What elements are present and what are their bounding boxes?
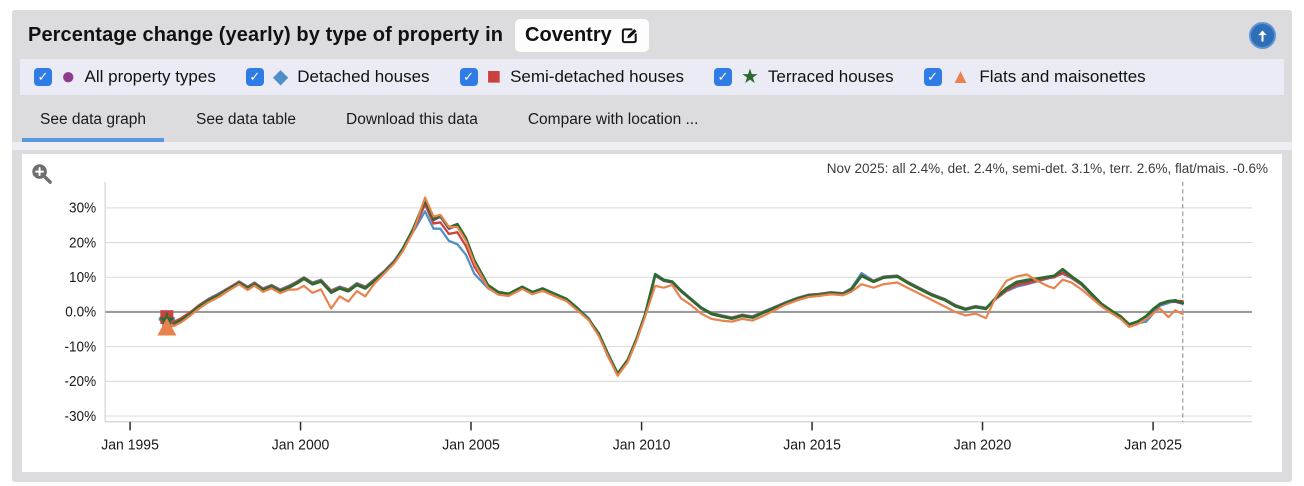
- legend-item-detached-houses[interactable]: ◆ Detached houses: [245, 66, 430, 88]
- location-name: Coventry: [525, 24, 612, 46]
- tab-download-this-data[interactable]: Download this data: [346, 111, 478, 128]
- triangle-marker-icon: ▲: [950, 66, 971, 88]
- svg-text:20%: 20%: [69, 234, 96, 250]
- legend-item-all-property-types[interactable]: ● All property types: [34, 63, 216, 90]
- zoom-in-icon[interactable]: [30, 162, 53, 185]
- legend-label-flats-and-maisonettes: Flats and maisonettes: [979, 67, 1146, 86]
- svg-text:10%: 10%: [69, 269, 96, 285]
- tab-see-data-graph[interactable]: See data graph: [22, 99, 165, 142]
- svg-text:-20%: -20%: [65, 373, 97, 389]
- legend-label-all-property-types: All property types: [84, 67, 216, 86]
- svg-text:Jan 1995: Jan 1995: [101, 437, 159, 453]
- square-marker-icon: ■: [486, 63, 502, 90]
- tab-compare-with-location[interactable]: Compare with location ...: [527, 111, 699, 128]
- up-arrow-icon: [1258, 30, 1267, 42]
- checkbox-terraced-houses-icon[interactable]: [713, 68, 732, 86]
- tab-bar-bottom-strip: [12, 142, 1292, 150]
- title-bar: Percentage change (yearly) by type of pr…: [12, 10, 1292, 59]
- circle-marker-icon: ●: [61, 63, 76, 90]
- legend-label-detached-houses: Detached houses: [297, 67, 430, 86]
- legend-label-terraced-houses: Terraced houses: [767, 67, 894, 86]
- svg-text:Jan 2015: Jan 2015: [783, 437, 841, 453]
- svg-text:30%: 30%: [69, 199, 96, 215]
- star-marker-icon: ★: [740, 66, 759, 88]
- svg-text:Jan 2000: Jan 2000: [272, 437, 330, 453]
- price-change-line-chart[interactable]: 30% 20% 10% 0.0% -10% -20% -30%Jan 1995 Jan 200…: [22, 154, 1282, 472]
- edit-location-icon: [621, 28, 637, 44]
- series-legend: ● All property types ◆ Detached houses ■…: [20, 59, 1284, 95]
- svg-text:Jan 2005: Jan 2005: [442, 437, 500, 453]
- svg-text:0.0%: 0.0%: [65, 303, 96, 319]
- tab-bar: See data graph See data table Download t…: [12, 99, 1292, 142]
- svg-text:-30%: -30%: [65, 407, 97, 423]
- tab-see-data-table[interactable]: See data table: [196, 111, 296, 128]
- latest-values-annotation: Nov 2025: all 2.4%, det. 2.4%, semi-det.…: [826, 161, 1268, 176]
- svg-text:-10%: -10%: [65, 338, 97, 354]
- scroll-to-top-button[interactable]: [1249, 22, 1276, 49]
- chart-panel: 30% 20% 10% 0.0% -10% -20% -30% Jan 1995 Jan 200…: [22, 154, 1282, 472]
- legend-item-semi-detached-houses[interactable]: ■ Semi-detached houses: [459, 63, 684, 90]
- house-price-widget: Percentage change (yearly) by type of pr…: [12, 10, 1292, 482]
- diamond-marker-icon: ◆: [272, 66, 289, 88]
- checkbox-all-property-types-icon[interactable]: [34, 68, 52, 86]
- page-title: Percentage change (yearly) by type of pr…: [28, 24, 504, 46]
- svg-text:Jan 2025: Jan 2025: [1124, 437, 1182, 453]
- checkbox-detached-houses-icon[interactable]: [245, 68, 264, 86]
- checkbox-semi-detached-houses-icon[interactable]: [459, 68, 478, 86]
- legend-item-terraced-houses[interactable]: ★ Terraced houses: [713, 66, 894, 88]
- checkbox-flats-and-maisonettes-icon[interactable]: [923, 68, 942, 86]
- svg-text:Jan 2020: Jan 2020: [954, 437, 1012, 453]
- svg-text:Jan 2010: Jan 2010: [613, 437, 671, 453]
- legend-item-flats-and-maisonettes[interactable]: ▲ Flats and maisonettes: [923, 66, 1146, 88]
- location-button[interactable]: Coventry: [515, 19, 649, 52]
- legend-label-semi-detached-houses: Semi-detached houses: [510, 67, 684, 86]
